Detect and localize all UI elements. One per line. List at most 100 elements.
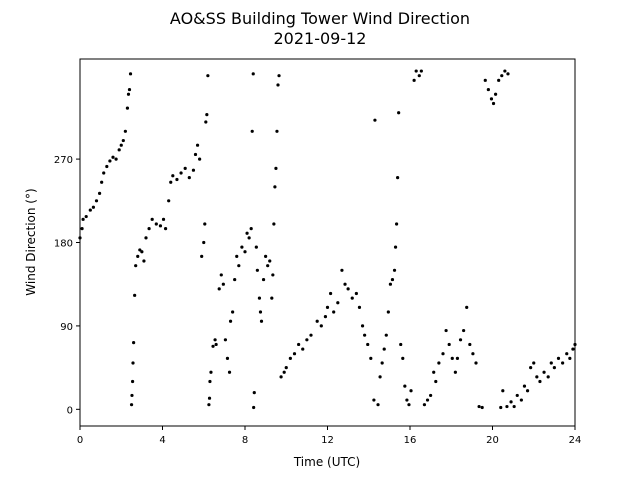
point <box>447 342 451 347</box>
point <box>78 236 82 240</box>
point <box>419 69 423 73</box>
point <box>474 361 478 365</box>
point <box>243 250 247 254</box>
point <box>213 338 217 342</box>
point <box>183 166 187 170</box>
point <box>270 296 274 300</box>
point <box>292 352 297 356</box>
point <box>117 148 121 152</box>
point <box>465 305 469 309</box>
point <box>133 293 137 297</box>
point <box>240 245 244 249</box>
point <box>414 69 418 73</box>
point <box>264 254 268 259</box>
point <box>200 254 204 259</box>
point <box>399 342 403 347</box>
point <box>394 222 399 226</box>
point <box>328 291 333 296</box>
x-tick-label: 12 <box>321 435 334 446</box>
point <box>204 120 208 124</box>
point <box>378 375 382 379</box>
point <box>127 87 132 92</box>
point <box>425 398 430 402</box>
point <box>422 403 427 407</box>
point <box>297 342 301 347</box>
point <box>483 78 487 82</box>
point <box>455 356 460 360</box>
point <box>499 405 503 410</box>
point <box>277 74 281 78</box>
point <box>407 403 411 407</box>
point <box>437 361 441 365</box>
point <box>288 356 292 360</box>
point <box>500 74 504 78</box>
point <box>209 370 213 374</box>
point <box>228 319 233 323</box>
point <box>319 324 323 328</box>
point <box>132 340 136 345</box>
point <box>150 217 154 221</box>
point <box>158 224 163 228</box>
point <box>340 268 344 272</box>
y-tick-label: 0 <box>67 405 73 416</box>
point <box>219 273 223 277</box>
point <box>549 361 553 365</box>
point <box>343 282 347 286</box>
point <box>147 226 151 231</box>
point <box>130 379 135 384</box>
point <box>396 176 400 180</box>
point <box>384 333 388 337</box>
point <box>458 338 463 342</box>
point <box>403 384 407 388</box>
point <box>401 356 405 360</box>
point <box>161 217 166 221</box>
point <box>136 254 140 259</box>
y-tick-label: 270 <box>54 155 73 166</box>
x-axis-label: Time (UTC) <box>293 455 360 469</box>
point <box>255 268 259 272</box>
point <box>175 177 179 182</box>
point <box>154 222 158 226</box>
point <box>131 361 135 365</box>
point <box>169 180 173 184</box>
point <box>202 240 206 245</box>
point <box>468 342 472 347</box>
point <box>126 92 131 96</box>
point <box>369 356 373 360</box>
point <box>360 324 365 328</box>
point <box>252 391 256 395</box>
point <box>237 264 241 268</box>
point <box>501 389 505 393</box>
point <box>506 72 510 76</box>
point <box>251 72 255 76</box>
point <box>509 400 513 404</box>
point <box>88 208 92 212</box>
point <box>493 92 498 96</box>
point <box>393 245 398 249</box>
point <box>486 87 490 92</box>
point <box>250 129 254 133</box>
point <box>227 370 232 374</box>
y-tick-label: 180 <box>54 239 73 250</box>
point <box>163 226 168 231</box>
point <box>266 264 270 268</box>
point <box>80 226 84 231</box>
point <box>187 176 191 180</box>
point <box>105 164 109 169</box>
point <box>91 205 96 209</box>
point <box>198 157 202 161</box>
point <box>275 129 279 133</box>
point <box>388 282 393 286</box>
point <box>217 287 221 291</box>
point <box>100 180 104 184</box>
point <box>138 248 142 252</box>
point <box>417 74 421 78</box>
point <box>268 259 272 263</box>
point <box>441 352 445 356</box>
point <box>249 226 253 231</box>
point <box>471 352 475 356</box>
point <box>221 282 225 286</box>
point <box>111 155 115 159</box>
point <box>372 398 376 402</box>
x-tick-label: 20 <box>486 435 499 446</box>
